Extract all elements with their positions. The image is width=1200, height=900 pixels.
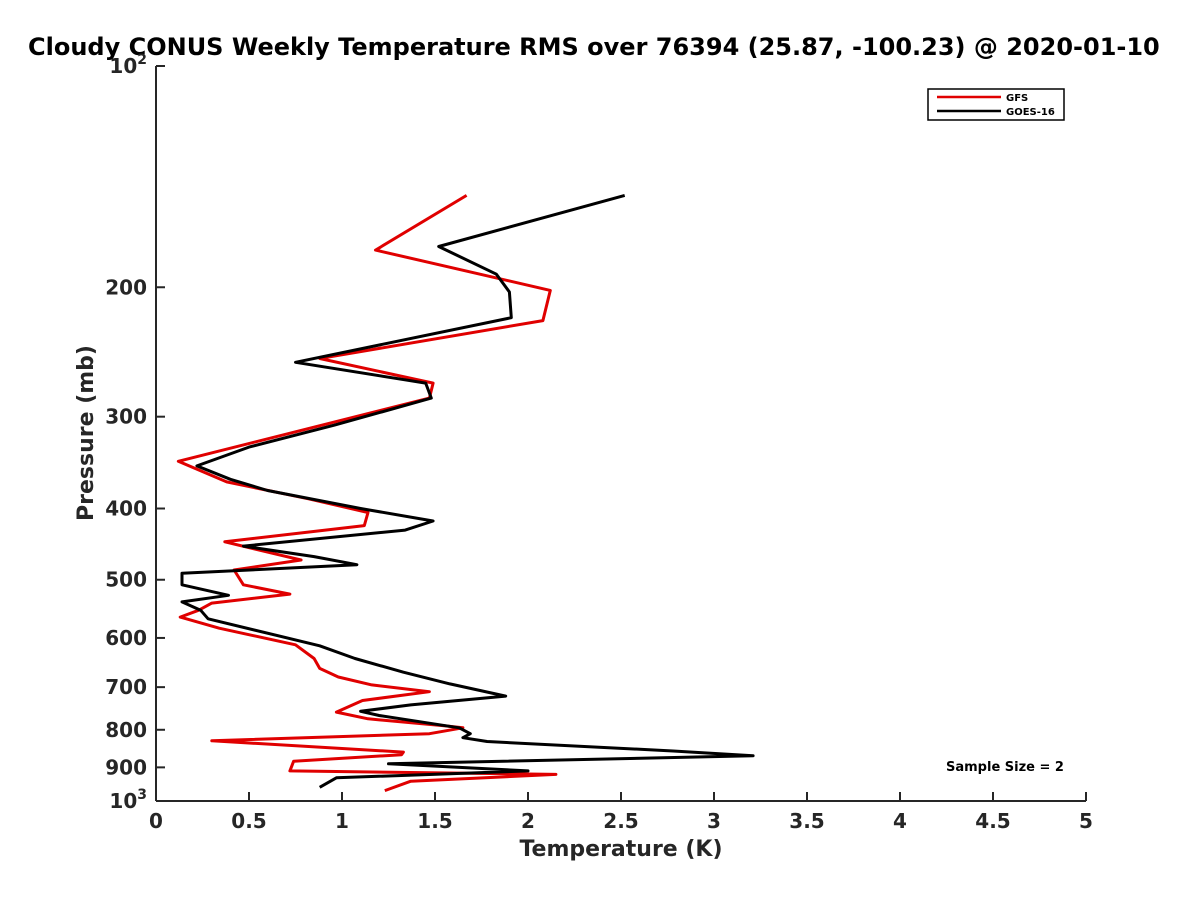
- x-tick-label: 4: [893, 809, 907, 833]
- y-tick-label-exponent: 3: [137, 787, 147, 803]
- series-line-goes16: [180, 193, 755, 789]
- y-tick-label: 700: [105, 675, 147, 699]
- x-tick-label: 5: [1079, 809, 1093, 833]
- y-tick-label: 102: [109, 52, 147, 78]
- legend-label-gfs: GFS: [1006, 93, 1028, 104]
- legend-box: [927, 88, 1065, 121]
- legend-label-goes16: GOES-16: [1006, 107, 1055, 118]
- x-tick-label: 1: [335, 809, 349, 833]
- legend: GFS GOES-16: [927, 88, 1065, 121]
- series-line-gfs: [176, 194, 558, 793]
- y-tick-label: 300: [105, 405, 147, 429]
- y-tick-label: 400: [105, 497, 147, 521]
- x-tick-label: 0.5: [231, 809, 266, 833]
- x-axis-ticks: 0 0.5 1 1.5 2 2.5 3 3.5 4 4.5 5: [149, 792, 1093, 833]
- y-axis-label: Pressure (mb): [74, 345, 99, 521]
- x-tick-label: 3: [707, 809, 721, 833]
- y-tick-label: 500: [105, 568, 147, 592]
- x-axis-label: Temperature (K): [519, 837, 722, 862]
- sample-size-annotation: Sample Size = 2: [946, 760, 1064, 775]
- y-tick-label: 600: [105, 626, 147, 650]
- x-tick-label: 0: [149, 809, 163, 833]
- y-tick-label-exponent: 2: [137, 52, 147, 68]
- x-tick-label: 3.5: [789, 809, 824, 833]
- y-tick-label: 200: [105, 275, 147, 299]
- y-tick-label: 900: [105, 755, 147, 779]
- y-tick-label: 800: [105, 718, 147, 742]
- x-tick-label: 4.5: [975, 809, 1010, 833]
- chart-title: Cloudy CONUS Weekly Temperature RMS over…: [28, 33, 1160, 61]
- x-tick-label: 2: [521, 809, 535, 833]
- plot-area: [176, 193, 755, 793]
- y-tick-label-base: 10: [109, 789, 137, 813]
- x-tick-label: 1.5: [417, 809, 452, 833]
- y-tick-label-base: 10: [109, 54, 137, 78]
- y-tick-label: 103: [109, 787, 147, 813]
- x-tick-label: 2.5: [603, 809, 638, 833]
